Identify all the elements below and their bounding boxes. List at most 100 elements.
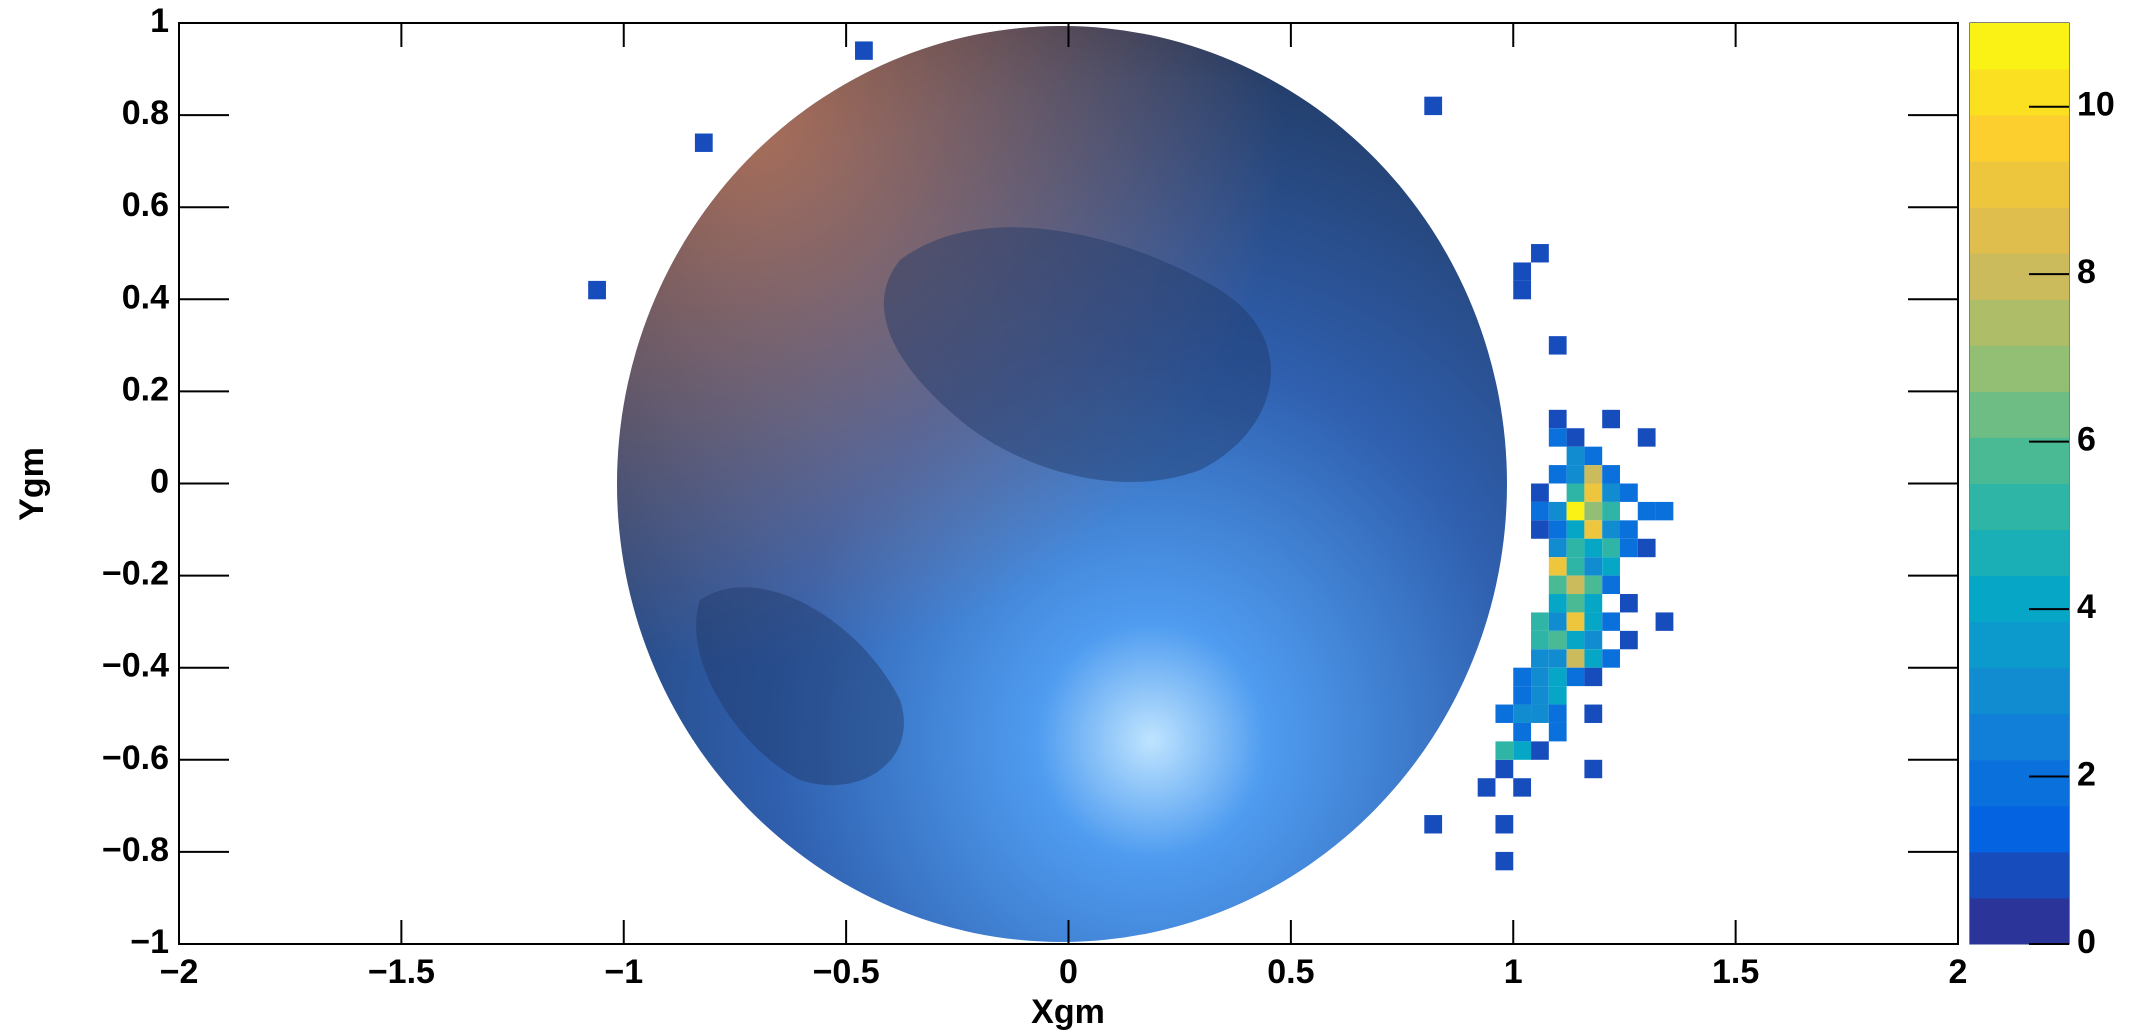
y-tick-label: −0.2 (102, 555, 169, 593)
colorbar-band (1970, 759, 2069, 807)
heatmap-cell (1602, 501, 1620, 521)
heatmap-cell (1584, 538, 1603, 558)
colorbar-tick-label: 6 (2077, 421, 2096, 459)
heatmap-cell (1495, 851, 1514, 871)
heatmap-cell (1619, 538, 1638, 558)
heatmap-cell (1619, 630, 1638, 650)
y-tick-label: −0.6 (102, 739, 169, 777)
colorbar-band (1970, 299, 2069, 346)
heatmap-cell (1584, 759, 1603, 779)
heatmap-cell (1513, 262, 1532, 281)
heatmap-cell (1566, 446, 1585, 466)
colorbar-band (1970, 437, 2069, 484)
y-tick-label: −0.8 (102, 831, 169, 869)
heatmap-cell (1548, 704, 1567, 723)
heatmap-cell (1548, 686, 1567, 705)
heatmap-cell (1513, 280, 1532, 300)
heatmap-cell (1548, 428, 1567, 447)
heatmap-cell (1548, 501, 1567, 521)
heatmap-cell (1531, 483, 1549, 502)
heatmap-cell (1548, 557, 1567, 576)
heatmap-cell (1584, 520, 1603, 539)
heatmap-cell (1531, 667, 1549, 687)
y-tick-label: 0.4 (122, 278, 169, 316)
heatmap-cell (1424, 815, 1443, 834)
colorbar-tick-label: 2 (2077, 756, 2096, 794)
heatmap-cell (1548, 667, 1567, 687)
heatmap-cell (1602, 538, 1620, 558)
heatmap-cell (1566, 501, 1585, 521)
x-tick-label: 1 (1504, 953, 1523, 991)
heatmap-cell (1584, 465, 1603, 484)
colorbar-tick-label: 0 (2077, 923, 2096, 961)
heatmap-cell (694, 133, 713, 152)
heatmap-cell (1566, 483, 1585, 502)
colorbar-band (1970, 575, 2069, 623)
heatmap-cell (1548, 336, 1567, 355)
heatmap-cell (1566, 612, 1585, 631)
heatmap-cell (1637, 538, 1656, 558)
x-tick-label: 1.5 (1712, 953, 1759, 991)
heatmap-cell (1566, 667, 1585, 687)
x-tick-label: −2 (160, 953, 199, 991)
heatmap-cell (1495, 704, 1514, 723)
x-tick-label: −1.5 (368, 953, 435, 991)
heatmap-cell (1531, 704, 1549, 723)
colorbar-band (1970, 161, 2069, 208)
heatmap-cell (1513, 667, 1532, 687)
heatmap-cell (1548, 409, 1567, 429)
heatmap-cell (1531, 630, 1549, 650)
x-tick-label: 0 (1059, 953, 1078, 991)
heatmap-cell (1619, 520, 1638, 539)
colorbar-tick-label: 8 (2077, 253, 2096, 291)
colorbar-band (1970, 851, 2069, 899)
heatmap-cell (1548, 722, 1567, 742)
heatmap-cell (1424, 96, 1443, 116)
x-tick-label: −0.5 (813, 953, 880, 991)
colorbar-band (1970, 897, 2069, 945)
y-tick-label: 0 (150, 462, 169, 500)
heatmap-cell (1548, 538, 1567, 558)
heatmap-cell (1584, 612, 1603, 631)
heatmap-cell (1566, 520, 1585, 539)
heatmap-cell (1531, 501, 1549, 521)
heatmap-cell (1566, 575, 1585, 595)
heatmap-cell (1513, 741, 1532, 760)
heatmap-cell (1602, 465, 1620, 484)
heatmap-cell (1584, 575, 1603, 595)
heatmap-cell (1602, 409, 1620, 429)
heatmap-cells (588, 41, 1674, 871)
y-tick-label: 0.8 (122, 94, 169, 132)
heatmap-cell (1495, 759, 1514, 779)
heatmap-cell (1566, 594, 1585, 613)
y-tick-label: −0.4 (102, 647, 169, 685)
globe-image (617, 26, 1507, 942)
heatmap-cell (1495, 741, 1514, 760)
heatmap-cell (1602, 575, 1620, 595)
heatmap-cell (1513, 686, 1532, 705)
heatmap-cell (1531, 649, 1549, 668)
heatmap-cell (1548, 465, 1567, 484)
heatmap-cell (1584, 501, 1603, 521)
colorbar-band (1970, 23, 2069, 70)
colorbar-band (1970, 115, 2069, 162)
heatmap-cell (1531, 686, 1549, 705)
heatmap-cell (1566, 630, 1585, 650)
colorbar-band (1970, 713, 2069, 761)
heatmap-cell (1548, 630, 1567, 650)
colorbar-band (1970, 207, 2069, 254)
y-axis-title: Ygm (13, 447, 51, 521)
colorbar-band (1970, 667, 2069, 715)
colorbar-band (1970, 391, 2069, 438)
colorbar-band (1970, 345, 2069, 392)
heatmap-cell (1548, 612, 1567, 631)
heatmap-cell (1513, 722, 1532, 742)
heatmap-cell (855, 41, 873, 60)
heatmap-cell (1584, 446, 1603, 466)
heatmap-cell (1531, 244, 1549, 263)
heatmap-cell (1548, 520, 1567, 539)
heatmap-cell (1584, 630, 1603, 650)
heatmap-cell (1548, 649, 1567, 668)
heatmap-cell (1602, 483, 1620, 502)
